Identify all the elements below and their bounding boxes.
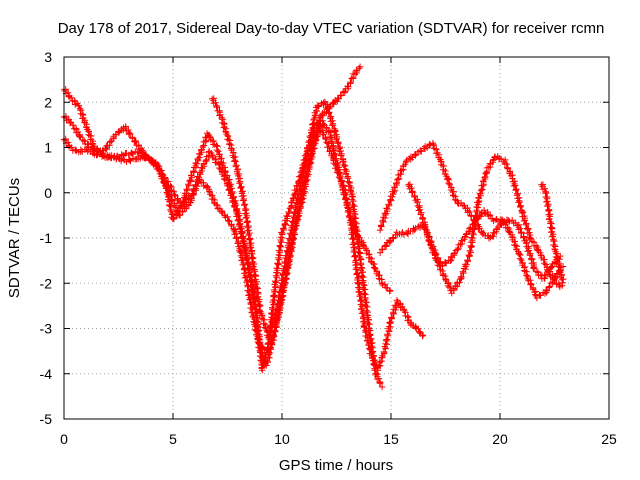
x-tick-label: 20	[492, 431, 508, 447]
y-tick-label: -1	[40, 230, 53, 246]
grid-lines	[64, 57, 609, 419]
x-axis-label: GPS time / hours	[279, 457, 393, 474]
x-tick-label: 5	[169, 431, 177, 447]
y-tick-label: -4	[40, 366, 53, 382]
x-tick-label: 0	[60, 431, 68, 447]
chart-title: Day 178 of 2017, Sidereal Day-to-day VTE…	[58, 20, 605, 37]
series-markers	[405, 153, 566, 297]
y-tick-label: 2	[44, 94, 52, 110]
x-tick-label: 25	[601, 431, 617, 447]
y-tick-label: 3	[44, 49, 52, 65]
y-tick-label: -5	[40, 411, 53, 427]
series-sat-h	[538, 181, 567, 286]
x-tick-label: 15	[383, 431, 399, 447]
y-tick-label: -3	[40, 321, 53, 337]
series-sat-g	[405, 153, 566, 297]
data-series	[60, 63, 567, 391]
y-tick-label: 0	[44, 185, 52, 201]
x-axis: 0 5 10 15 20 25	[60, 57, 617, 447]
series-markers	[60, 98, 386, 391]
series-sat-b	[60, 98, 386, 391]
series-markers	[209, 63, 364, 341]
series-markers	[538, 181, 567, 286]
y-tick-label: -2	[40, 275, 53, 291]
y-axis-label: SDTVAR / TECUs	[6, 178, 23, 298]
y-axis: 3 2 1 0 -1 -2 -3 -4 -5	[40, 49, 609, 427]
x-tick-label: 10	[274, 431, 290, 447]
y-tick-label: 1	[44, 140, 52, 156]
series-sat-d	[209, 63, 364, 341]
